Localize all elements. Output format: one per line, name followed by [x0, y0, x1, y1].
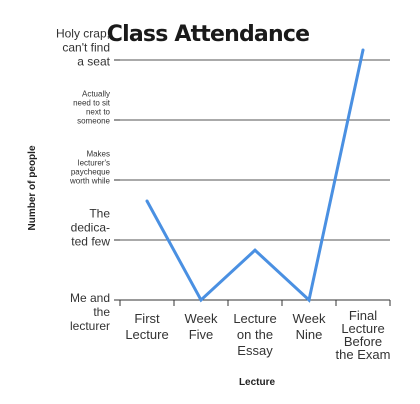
data-point	[361, 48, 365, 52]
y-tick-labels: Me and the lecturer The dedica-ted few Makes l…	[56, 27, 111, 333]
x-tick-labels: First Lecture Week Five Lecture on the Essay We…	[119, 300, 391, 362]
x-tick-label: Week Five	[185, 311, 218, 342]
attendance-line	[145, 49, 365, 303]
y-tick-label: Actually need to sit next to someone	[73, 90, 111, 126]
x-axis-label: Lecture	[239, 377, 276, 388]
y-tick-label: Holy crap, can't find a seat	[56, 27, 111, 69]
data-point	[307, 298, 311, 302]
data-point	[145, 199, 149, 203]
y-tick-label: Me and the lecturer	[70, 291, 110, 333]
y-axis-label: Number of people	[27, 145, 38, 230]
x-tick-label: Lecture on the Essay	[233, 311, 276, 358]
y-tick-label: Makes lecturer's paycheque worth while	[69, 150, 111, 186]
x-tick-label: Final Lecture Before the Exam	[336, 308, 391, 362]
chart-title: Class Attendance	[107, 22, 309, 47]
attendance-points	[145, 48, 365, 302]
x-tick-label: Week Nine	[293, 311, 326, 342]
data-point	[253, 248, 257, 252]
x-tick-label: First Lecture	[125, 311, 168, 342]
data-point	[199, 298, 203, 302]
y-tick-label: The dedica-ted few	[71, 207, 111, 249]
grid-lines	[114, 59, 390, 301]
